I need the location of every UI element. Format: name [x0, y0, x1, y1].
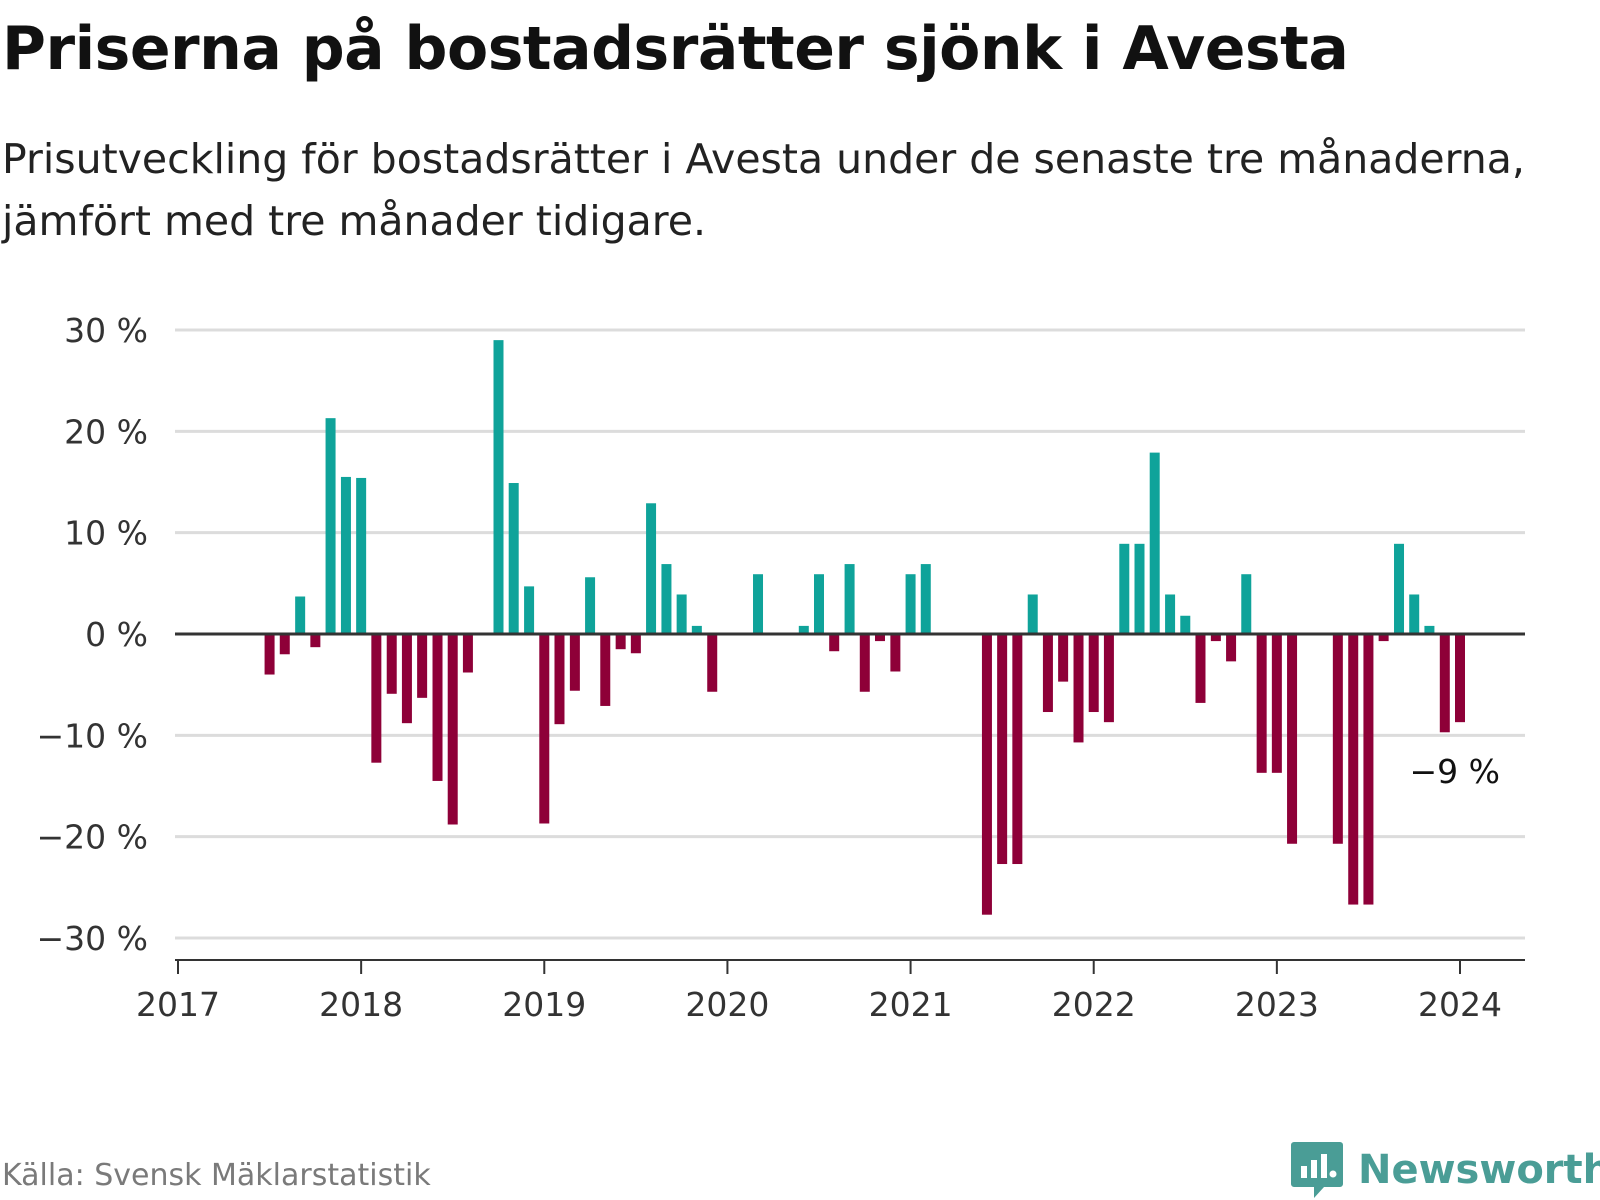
- bar-negative: [1073, 634, 1084, 743]
- x-tick-label: 2022: [1052, 985, 1136, 1024]
- bar-positive: [1134, 543, 1145, 634]
- bar-series: [264, 340, 1465, 915]
- y-tick-label: 30 %: [64, 311, 148, 350]
- bar-negative: [1439, 634, 1450, 733]
- source-note: Källa: Svensk Mäklarstatistik: [2, 1158, 431, 1193]
- bar-negative: [417, 634, 428, 698]
- annotation-group: −9 %: [1410, 752, 1501, 791]
- bar-negative: [1012, 634, 1023, 865]
- x-tick-label: 2021: [869, 985, 953, 1024]
- bar-negative: [1271, 634, 1282, 773]
- bar-positive: [1394, 543, 1405, 634]
- newsworthy-brand[interactable]: Newsworthy: [1290, 1140, 1600, 1200]
- bar-positive: [1180, 615, 1191, 634]
- bar-negative: [1332, 634, 1343, 844]
- bar-positive: [524, 586, 535, 634]
- bar-negative: [1195, 634, 1206, 703]
- x-tick-label: 2017: [136, 985, 220, 1024]
- bar-negative: [371, 634, 382, 763]
- bar-positive: [585, 577, 596, 634]
- bar-positive: [814, 574, 824, 634]
- x-tick-label: 2018: [319, 985, 403, 1024]
- chart-title: Priserna på bostadsrätter sjönk i Avesta: [2, 14, 1349, 84]
- bar-positive: [661, 564, 672, 634]
- bar-negative: [981, 634, 992, 915]
- bar-negative: [1378, 634, 1389, 642]
- bar-negative: [462, 634, 473, 673]
- bar-positive: [1119, 543, 1130, 634]
- bar-positive: [1241, 574, 1252, 634]
- bar-negative: [1042, 634, 1053, 713]
- bar-negative: [1256, 634, 1267, 773]
- bar-negative: [401, 634, 412, 724]
- y-tick-label: −20 %: [37, 818, 149, 857]
- y-tick-label: −10 %: [37, 716, 149, 755]
- newsworthy-logo-icon: [1291, 1142, 1343, 1198]
- bar-positive: [646, 503, 657, 634]
- bar-positive: [356, 477, 367, 634]
- bar-negative: [874, 634, 885, 642]
- bar-positive: [295, 596, 306, 634]
- y-axis: 30 % 20 % 10 % 0 % −10 % −20 % −30 %: [37, 311, 149, 958]
- chart-subtitle: Prisutveckling för bostadsrätter i Avest…: [2, 135, 1525, 245]
- x-axis: 2017 2018 2019 2020 2021 2022 2023 2024: [136, 959, 1525, 1024]
- bar-positive: [340, 476, 351, 634]
- brand-name: Newsworthy: [1358, 1147, 1600, 1193]
- bar-positive: [798, 625, 809, 634]
- bar-negative: [279, 634, 290, 655]
- bar-negative: [600, 634, 611, 706]
- bar-negative: [1088, 634, 1099, 713]
- bar-negative: [630, 634, 641, 654]
- bar-negative: [1363, 634, 1374, 905]
- bar-negative: [539, 634, 550, 824]
- bar-negative: [829, 634, 840, 652]
- bar-positive: [325, 418, 336, 634]
- bar-positive: [1149, 452, 1160, 634]
- y-tick-label: 0 %: [85, 615, 148, 654]
- bar-negative: [554, 634, 565, 725]
- bar-positive: [1027, 594, 1038, 634]
- bar-negative: [1348, 634, 1359, 905]
- bar-negative: [1058, 634, 1069, 682]
- bar-negative: [890, 634, 901, 672]
- bar-positive: [493, 340, 504, 634]
- bar-negative: [1210, 634, 1221, 642]
- bar-negative: [569, 634, 580, 691]
- bar-negative: [310, 634, 321, 648]
- gridlines: [175, 328, 1525, 940]
- bar-positive: [676, 594, 687, 634]
- y-tick-label: 20 %: [64, 412, 148, 451]
- bar-negative: [707, 634, 718, 692]
- bar-positive: [508, 483, 519, 634]
- last-value-annotation: −9 %: [1410, 752, 1501, 791]
- x-tick-label: 2023: [1235, 985, 1319, 1024]
- bar-negative: [447, 634, 458, 825]
- bar-negative: [264, 634, 275, 675]
- bar-positive: [691, 625, 702, 634]
- x-tick-label: 2019: [502, 985, 586, 1024]
- bar-negative: [1103, 634, 1114, 723]
- bar-positive: [1165, 594, 1176, 634]
- bar-positive: [753, 574, 764, 634]
- y-tick-label: −30 %: [37, 919, 149, 958]
- x-tick-label: 2020: [685, 985, 769, 1024]
- bar-positive: [905, 574, 916, 634]
- bar-negative: [859, 634, 870, 692]
- bar-positive: [1424, 625, 1435, 634]
- bar-positive: [844, 564, 855, 634]
- bar-chart: 30 %20 %10 %0 %−10 %−20 %−30 % 2017 2018 2…: [37, 311, 1525, 1024]
- x-tick-label: 2024: [1418, 985, 1502, 1024]
- bar-negative: [1287, 634, 1298, 844]
- bar-positive: [920, 564, 931, 634]
- bar-negative: [1455, 634, 1465, 723]
- bar-positive: [1409, 594, 1420, 634]
- bar-negative: [432, 634, 443, 781]
- y-tick-label: 10 %: [64, 514, 148, 553]
- bar-negative: [997, 634, 1008, 865]
- bar-negative: [386, 634, 397, 694]
- bar-negative: [1226, 634, 1237, 662]
- bar-negative: [615, 634, 626, 650]
